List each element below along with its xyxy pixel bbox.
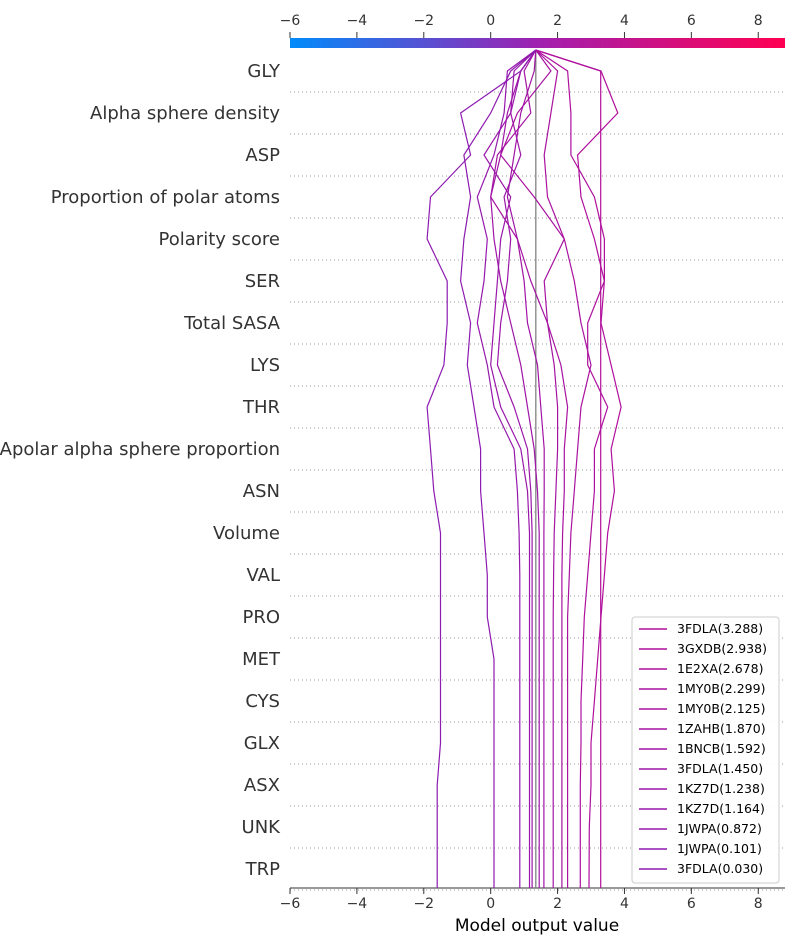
feature-label: SER — [245, 271, 280, 292]
top-axis: −6 −4 −2 0 2 4 6 8 — [280, 13, 763, 38]
feature-label: ASP — [245, 145, 280, 166]
bottom-tick-label: 2 — [553, 896, 562, 912]
feature-label: ASN — [243, 481, 280, 502]
bottom-tick-label: −2 — [413, 896, 434, 912]
top-tick-label: −2 — [413, 13, 434, 29]
feature-labels: GLY Alpha sphere density ASP Proportion of … — [0, 61, 281, 880]
series-line — [483, 49, 537, 888]
feature-label: VAL — [246, 565, 280, 586]
top-tick-label: 0 — [486, 13, 495, 29]
series-line — [426, 49, 537, 888]
top-tick-label: −6 — [280, 13, 301, 29]
bottom-tick-label: 8 — [754, 896, 763, 912]
top-tick-label: 6 — [687, 13, 696, 29]
feature-label: PRO — [242, 607, 280, 628]
legend-entry: 1ZAHB(1.870) — [677, 721, 766, 736]
legend-entry: 3FDLA(3.288) — [677, 621, 763, 636]
feature-label: Proportion of polar atoms — [51, 187, 280, 208]
feature-label: Volume — [213, 523, 280, 544]
feature-label: TRP — [245, 859, 281, 880]
series-line — [459, 49, 537, 888]
legend-entry: 1KZ7D(1.164) — [677, 801, 765, 816]
feature-label: LYS — [250, 355, 280, 376]
legend-entry: 1MY0B(2.125) — [677, 701, 765, 716]
feature-label: GLY — [247, 61, 281, 82]
legend: 3FDLA(3.288) 3GXDB(2.938) 1E2XA(2.678) 1MY0… — [631, 616, 780, 884]
top-tick-label: 4 — [620, 13, 629, 29]
series-line — [506, 49, 545, 888]
feature-label: CYS — [245, 691, 280, 712]
series-line — [496, 49, 537, 888]
legend-entry: 1JWPA(0.101) — [677, 841, 762, 856]
series-line — [535, 49, 609, 888]
bottom-tick-label: 6 — [687, 896, 696, 912]
bottom-tick-label: −6 — [280, 896, 301, 912]
legend-entry: 1MY0B(2.299) — [677, 681, 765, 696]
series-line — [535, 49, 592, 888]
series-line — [490, 49, 540, 888]
x-axis-label: Model output value — [455, 916, 619, 936]
feature-label: Alpha sphere density — [90, 103, 280, 124]
series-line — [476, 49, 537, 888]
legend-entry: 3FDLA(1.450) — [677, 761, 763, 776]
top-tick-label: −4 — [347, 13, 368, 29]
legend-box — [631, 616, 780, 884]
feature-label: ASX — [244, 775, 280, 796]
feature-label: MET — [242, 649, 281, 670]
series-lines — [426, 49, 622, 889]
series-line — [535, 49, 602, 888]
color-bar — [290, 38, 785, 48]
series-line — [490, 49, 559, 888]
bottom-axis: −6 −4 −2 0 2 4 6 8 — [280, 887, 785, 912]
top-tick-label: 2 — [553, 13, 562, 29]
legend-entry: 1KZ7D(1.238) — [677, 781, 765, 796]
top-tick-label: 8 — [754, 13, 763, 29]
legend-entry: 1JWPA(0.872) — [677, 821, 762, 836]
legend-entry: 3FDLA(0.030) — [677, 861, 763, 876]
feature-label: UNK — [242, 817, 282, 838]
feature-label: Polarity score — [159, 229, 280, 250]
bottom-tick-label: 4 — [620, 896, 629, 912]
legend-entry: 1E2XA(2.678) — [677, 661, 763, 676]
legend-entry: 1BNCB(1.592) — [677, 741, 766, 756]
feature-label: GLX — [244, 733, 280, 754]
bottom-tick-label: −4 — [347, 896, 368, 912]
feature-label: THR — [242, 397, 280, 418]
feature-label: Total SASA — [183, 313, 281, 334]
legend-entry: 3GXDB(2.938) — [677, 641, 767, 656]
feature-label: Apolar alpha sphere proportion — [0, 439, 280, 460]
bottom-tick-label: 0 — [486, 896, 495, 912]
